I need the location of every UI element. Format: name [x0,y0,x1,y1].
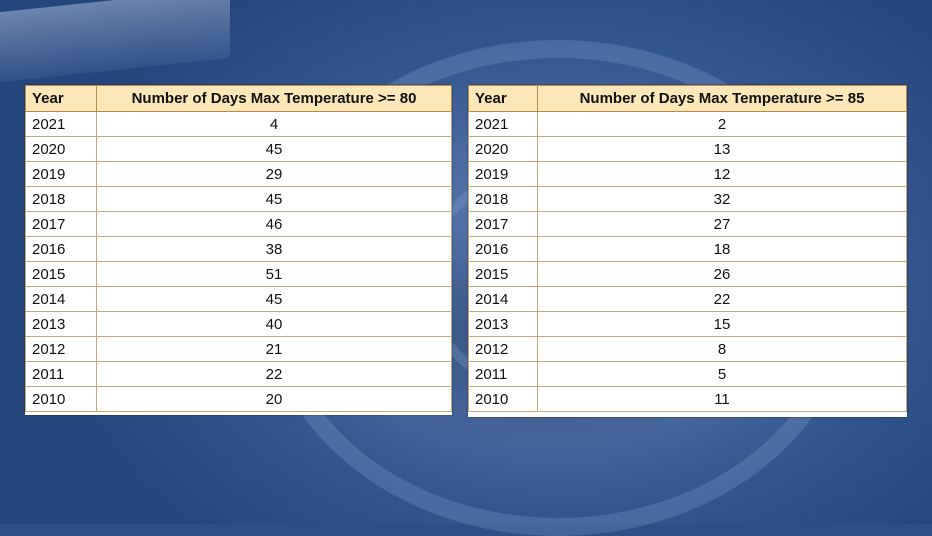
year-cell: 2014 [25,286,97,312]
table-row: 2015 51 [25,261,452,287]
days-count-cell: 11 [537,386,907,412]
days-count-cell: 45 [96,286,452,312]
days-count-cell: 32 [537,186,907,212]
year-cell: 2020 [468,136,538,162]
year-cell: 2015 [25,261,97,287]
days-count-cell: 45 [96,136,452,162]
table-row: 2010 11 [468,386,907,412]
table-row: 2019 12 [468,161,907,187]
year-cell: 2018 [25,186,97,212]
year-cell: 2018 [468,186,538,212]
year-cell: 2015 [468,261,538,287]
column-header-year: Year [25,85,97,112]
table-row: 2012 21 [25,336,452,362]
year-cell: 2011 [25,361,97,387]
table-row: 2011 5 [468,361,907,387]
table-row: 2019 29 [25,161,452,187]
days-count-cell: 5 [537,361,907,387]
year-cell: 2012 [468,336,538,362]
days-count-cell: 38 [96,236,452,262]
days-count-cell: 18 [537,236,907,262]
table-body: 2021 4 2020 45 2019 29 2018 45 2017 46 2016 38 2015 5… [25,111,452,412]
table-row: 2021 2 [468,111,907,137]
table-body: 2021 2 2020 13 2019 12 2018 32 2017 27 2016 18 2015 2… [468,111,907,412]
year-cell: 2017 [468,211,538,237]
days-count-cell: 26 [537,261,907,287]
days-count-cell: 22 [96,361,452,387]
days-count-cell: 13 [537,136,907,162]
year-cell: 2017 [25,211,97,237]
column-header-days: Number of Days Max Temperature >= 80 [96,85,452,112]
year-cell: 2019 [25,161,97,187]
year-cell: 2019 [468,161,538,187]
year-cell: 2016 [25,236,97,262]
table-row: 2021 4 [25,111,452,137]
table-row: 2012 8 [468,336,907,362]
table-row: 2010 20 [25,386,452,412]
days-count-cell: 20 [96,386,452,412]
table-row: 2016 38 [25,236,452,262]
year-cell: 2014 [468,286,538,312]
year-cell: 2021 [468,111,538,137]
table-row: 2020 45 [25,136,452,162]
table-header-row: Year Number of Days Max Temperature >= 8… [25,85,452,112]
column-header-days: Number of Days Max Temperature >= 85 [537,85,907,112]
table-row: 2014 22 [468,286,907,312]
table-row: 2015 26 [468,261,907,287]
table-row: 2018 45 [25,186,452,212]
days-count-cell: 4 [96,111,452,137]
table-row: 2020 13 [468,136,907,162]
table-header-row: Year Number of Days Max Temperature >= 8… [468,85,907,112]
table-row: 2016 18 [468,236,907,262]
table-row: 2017 46 [25,211,452,237]
days-count-cell: 40 [96,311,452,337]
days-count-cell: 15 [537,311,907,337]
days-count-cell: 12 [537,161,907,187]
data-table: Year Number of Days Max Temperature >= 8… [25,85,452,412]
table-row: 2011 22 [25,361,452,387]
year-cell: 2010 [468,386,538,412]
days-count-cell: 8 [537,336,907,362]
table-row: 2014 45 [25,286,452,312]
days-count-cell: 27 [537,211,907,237]
table-row: 2017 27 [468,211,907,237]
year-cell: 2012 [25,336,97,362]
year-cell: 2011 [468,361,538,387]
year-cell: 2013 [468,311,538,337]
days-count-cell: 46 [96,211,452,237]
column-header-year: Year [468,85,538,112]
table-days-over-85: Year Number of Days Max Temperature >= 8… [468,85,907,417]
year-cell: 2020 [25,136,97,162]
year-cell: 2010 [25,386,97,412]
table-row: 2013 15 [468,311,907,337]
days-count-cell: 51 [96,261,452,287]
year-cell: 2016 [468,236,538,262]
days-count-cell: 45 [96,186,452,212]
year-cell: 2013 [25,311,97,337]
days-count-cell: 22 [537,286,907,312]
data-table: Year Number of Days Max Temperature >= 8… [468,85,907,412]
table-days-over-80: Year Number of Days Max Temperature >= 8… [25,85,452,415]
table-row: 2013 40 [25,311,452,337]
year-cell: 2021 [25,111,97,137]
days-count-cell: 29 [96,161,452,187]
days-count-cell: 2 [537,111,907,137]
days-count-cell: 21 [96,336,452,362]
table-row: 2018 32 [468,186,907,212]
